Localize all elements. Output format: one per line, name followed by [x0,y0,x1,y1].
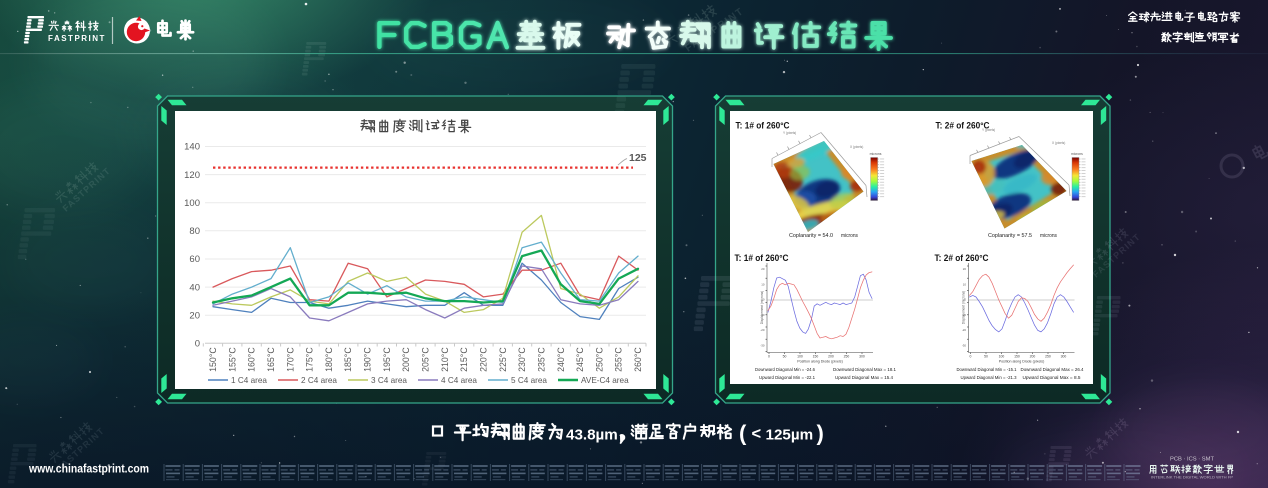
svg-text:120: 120 [184,170,200,181]
svg-text:250: 250 [1045,355,1051,359]
svg-text:0: 0 [763,298,765,302]
svg-text:185°C: 185°C [343,347,353,372]
svg-text:250°C: 250°C [594,347,604,372]
svg-text:T: 2# of 260°C: T: 2# of 260°C [935,253,989,263]
svg-text:0: 0 [768,355,770,359]
svg-text:Displacement (microns): Displacement (microns) [760,291,764,324]
svg-text:microns: microns [870,152,882,156]
svg-text:240°C: 240°C [556,347,566,372]
svg-text:0: 0 [195,339,200,350]
svg-text:Upward Diagonal Min = -22.1: Upward Diagonal Min = -22.1 [759,375,815,380]
svg-text:50: 50 [984,355,988,359]
svg-text:160°C: 160°C [247,347,257,372]
svg-text:Position along Diode (pixels): Position along Diode (pixels) [999,360,1045,364]
svg-text:microns: microns [841,233,858,239]
svg-text:): ) [817,421,824,446]
svg-text:155°C: 155°C [227,347,237,372]
svg-text:Coplanarity = 54.0: Coplanarity = 54.0 [789,233,833,239]
svg-text:300: 300 [1061,355,1067,359]
svg-text:20: 20 [189,310,200,321]
svg-text:43.8µm: 43.8µm [566,427,618,444]
svg-text:100: 100 [797,355,803,359]
svg-text:1 C4 area: 1 C4 area [231,376,267,385]
svg-text:-30: -30 [962,344,967,348]
svg-text:165°C: 165°C [266,347,276,372]
svg-text:195°C: 195°C [382,347,392,372]
svg-text:5 C4 area: 5 C4 area [511,376,547,385]
svg-text:Upward Diagonal Min = -21.3: Upward Diagonal Min = -21.3 [961,375,1017,380]
svg-text:150: 150 [813,355,819,359]
svg-text:215°C: 215°C [459,347,469,372]
svg-text:INTERLINK THE DIGITAL WORLD WI: INTERLINK THE DIGITAL WORLD WITH FP [1151,475,1233,480]
svg-text:300: 300 [859,355,865,359]
svg-text:FASTPRINT: FASTPRINT [48,34,106,43]
svg-text:190°C: 190°C [363,347,373,372]
svg-text:20: 20 [761,267,765,271]
svg-text:0: 0 [970,355,972,359]
svg-text:Upward Diagonal Max = 15.4: Upward Diagonal Max = 15.4 [835,375,893,380]
svg-text:Position along Diode (pixels): Position along Diode (pixels) [797,360,843,364]
svg-text:170°C: 170°C [285,347,295,372]
svg-text:235°C: 235°C [536,347,546,372]
svg-text:Downward Diagonal Max = 26.4: Downward Diagonal Max = 26.4 [1021,367,1084,372]
svg-text:Coplanarity = 57.5: Coplanarity = 57.5 [988,233,1032,239]
svg-text:<: < [752,425,762,443]
svg-text:Upward Diagonal Max = 8.5: Upward Diagonal Max = 8.5 [1023,375,1081,380]
svg-text:200: 200 [828,355,834,359]
svg-text:3 C4 area: 3 C4 area [371,376,407,385]
svg-text:100: 100 [184,198,200,209]
svg-text:-10: -10 [760,313,765,317]
svg-text:230°C: 230°C [517,347,527,372]
svg-text:140: 140 [184,142,200,153]
svg-text:200: 200 [1030,355,1036,359]
svg-text:-30: -30 [760,344,765,348]
svg-text:T: 1# of 260°C: T: 1# of 260°C [735,253,789,263]
svg-text:180°C: 180°C [324,347,334,372]
svg-text:microns: microns [1040,233,1057,239]
svg-text:210°C: 210°C [440,347,450,372]
svg-text:www.chinafastprint.com: www.chinafastprint.com [28,462,149,476]
svg-text:T: 2# of 260°C: T: 2# of 260°C [936,121,990,131]
svg-text:20: 20 [963,267,967,271]
svg-text:10: 10 [761,282,765,286]
svg-text:(: ( [739,421,747,446]
svg-text:250: 250 [844,355,850,359]
svg-text:150°C: 150°C [208,347,218,372]
svg-text:PCB · ICS · SMT: PCB · ICS · SMT [1170,457,1215,463]
svg-text:Downward Diagonal Min = -24.6: Downward Diagonal Min = -24.6 [755,367,815,372]
svg-text:-20: -20 [760,328,765,332]
svg-text:0: 0 [964,298,966,302]
svg-text:microns: microns [1071,152,1083,156]
svg-text:-10: -10 [962,313,967,317]
svg-text:125: 125 [629,152,647,164]
svg-text:245°C: 245°C [575,347,585,372]
svg-text:225°C: 225°C [498,347,508,372]
svg-text:2 C4 area: 2 C4 area [301,376,337,385]
svg-text:40: 40 [189,282,200,293]
svg-text:60: 60 [189,254,200,265]
svg-text:175°C: 175°C [305,347,315,372]
svg-text:125µm: 125µm [766,427,814,444]
svg-text:50: 50 [783,355,787,359]
svg-text:4 C4 area: 4 C4 area [441,376,477,385]
svg-text:100: 100 [999,355,1005,359]
svg-text:-20: -20 [962,328,967,332]
svg-text:200°C: 200°C [401,347,411,372]
svg-text:150: 150 [1014,355,1020,359]
svg-text:Y (pixels): Y (pixels) [783,131,796,135]
svg-text:255°C: 255°C [614,347,624,372]
svg-text:Downward Diagonal Max = 18.1: Downward Diagonal Max = 18.1 [833,367,896,372]
svg-text:Displacement (microns): Displacement (microns) [962,291,966,324]
svg-text:80: 80 [189,226,200,237]
svg-text:Downward Diagonal Min = -15.1: Downward Diagonal Min = -15.1 [957,367,1017,372]
svg-text:X (pixels): X (pixels) [1052,141,1065,145]
svg-text:Y (pixels): Y (pixels) [982,128,995,132]
svg-text:10: 10 [963,282,967,286]
svg-text:AVE-C4 area: AVE-C4 area [581,376,629,385]
svg-text:220°C: 220°C [479,347,489,372]
svg-text:205°C: 205°C [421,347,431,372]
svg-text:T: 1# of 260°C: T: 1# of 260°C [736,121,790,131]
svg-text:X (pixels): X (pixels) [850,145,863,149]
svg-text:260°C: 260°C [633,347,643,372]
